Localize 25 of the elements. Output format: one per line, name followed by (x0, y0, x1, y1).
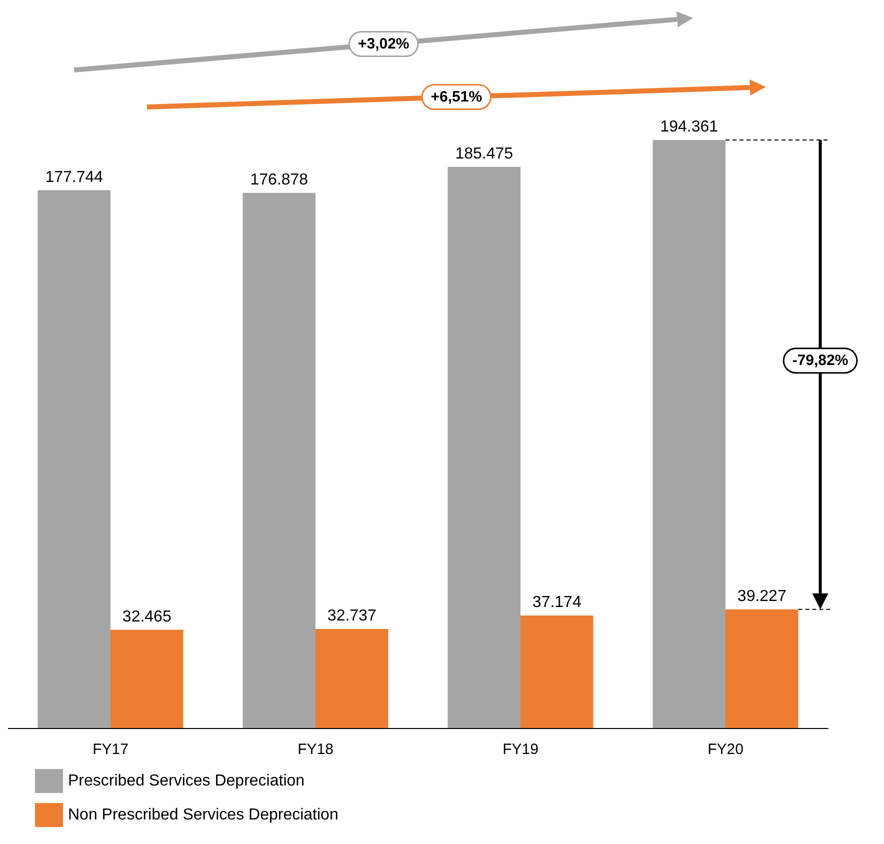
x-tick-label: FY19 (502, 741, 538, 758)
data-label: 185.475 (455, 145, 514, 162)
bar (652, 140, 726, 728)
bar (242, 192, 316, 728)
bar (448, 166, 520, 728)
legend-label: Prescribed Services Depreciation (68, 772, 305, 790)
data-label: 32.737 (327, 607, 376, 624)
text: +3,02% (358, 36, 410, 52)
data-label: 39.227 (737, 588, 786, 605)
x-tick-label: FY20 (708, 741, 744, 758)
data-label: 37.174 (532, 594, 582, 612)
data-label: 194.361 (660, 118, 718, 136)
bar (520, 616, 594, 728)
bar (38, 190, 110, 728)
legend-label: Non Prescribed Services Depreciation (68, 806, 338, 824)
text: +6,51% (430, 88, 482, 106)
data-label: 176.878 (250, 171, 308, 188)
bar (726, 609, 798, 728)
bar (316, 628, 388, 728)
annotation: -79,82% (792, 352, 848, 370)
data-label: 32.465 (122, 608, 172, 626)
x-tick-label: FY17 (92, 741, 128, 758)
data-label: 177.744 (45, 168, 104, 186)
bar (110, 630, 184, 728)
x-tick-label: FY18 (298, 741, 334, 758)
